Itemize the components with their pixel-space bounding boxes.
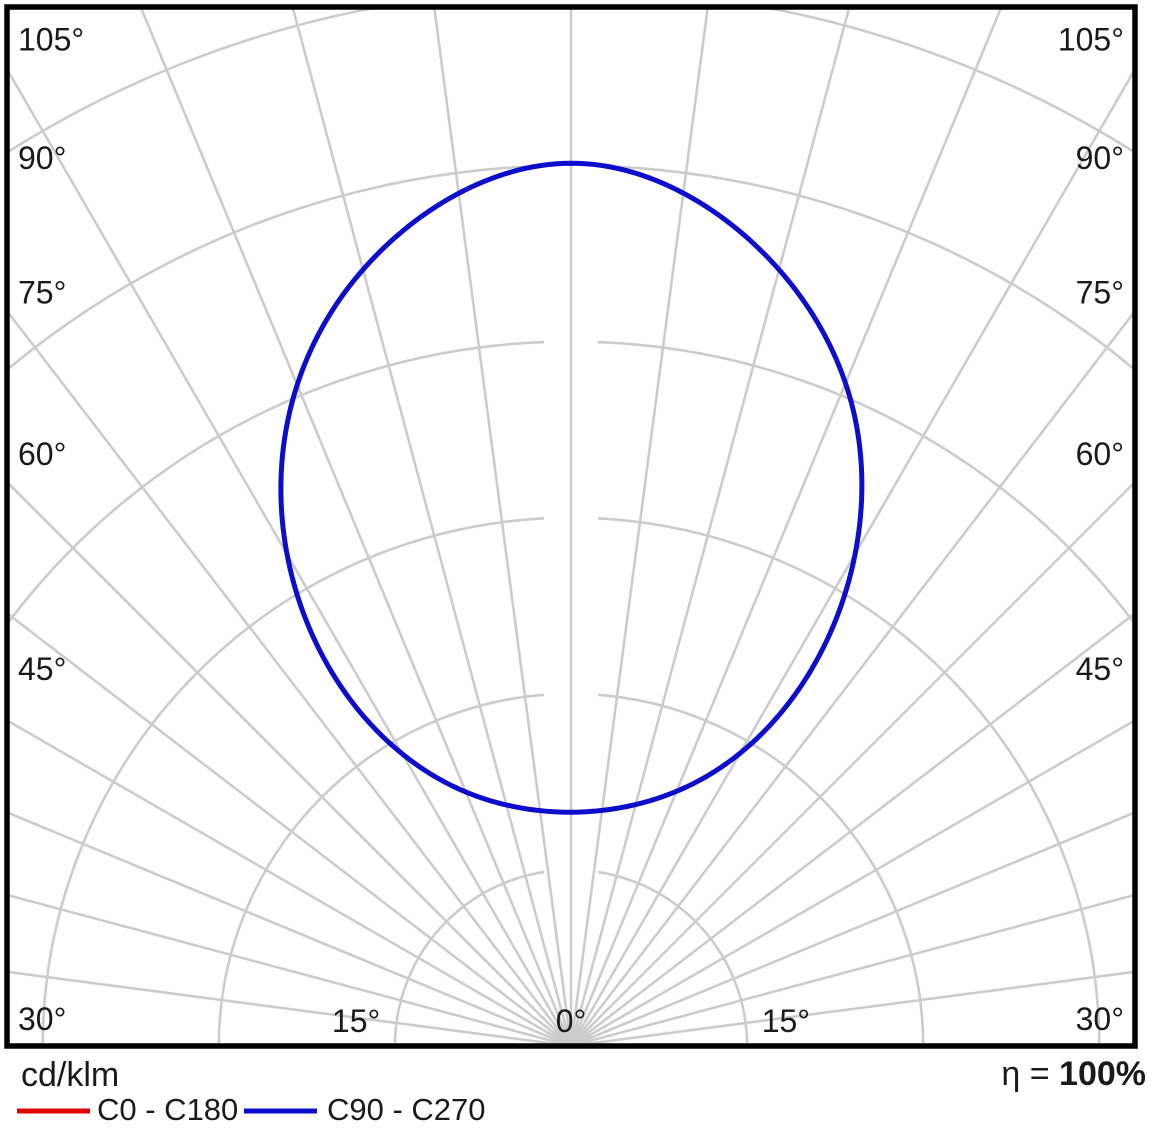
- svg-text:90°: 90°: [1076, 140, 1124, 176]
- svg-text:60°: 60°: [18, 436, 66, 472]
- svg-text:75°: 75°: [1076, 274, 1124, 310]
- svg-text:15°: 15°: [332, 1003, 380, 1039]
- svg-text:105°: 105°: [18, 22, 84, 58]
- svg-text:105°: 105°: [1058, 22, 1124, 58]
- svg-text:30°: 30°: [18, 1001, 66, 1037]
- svg-text:75°: 75°: [18, 274, 66, 310]
- svg-text:90°: 90°: [18, 140, 66, 176]
- svg-text:0°: 0°: [556, 1003, 587, 1039]
- svg-text:15°: 15°: [762, 1003, 810, 1039]
- svg-text:60°: 60°: [1076, 436, 1124, 472]
- svg-text:30°: 30°: [1076, 1001, 1124, 1037]
- svg-text:45°: 45°: [18, 651, 66, 687]
- svg-text:45°: 45°: [1076, 651, 1124, 687]
